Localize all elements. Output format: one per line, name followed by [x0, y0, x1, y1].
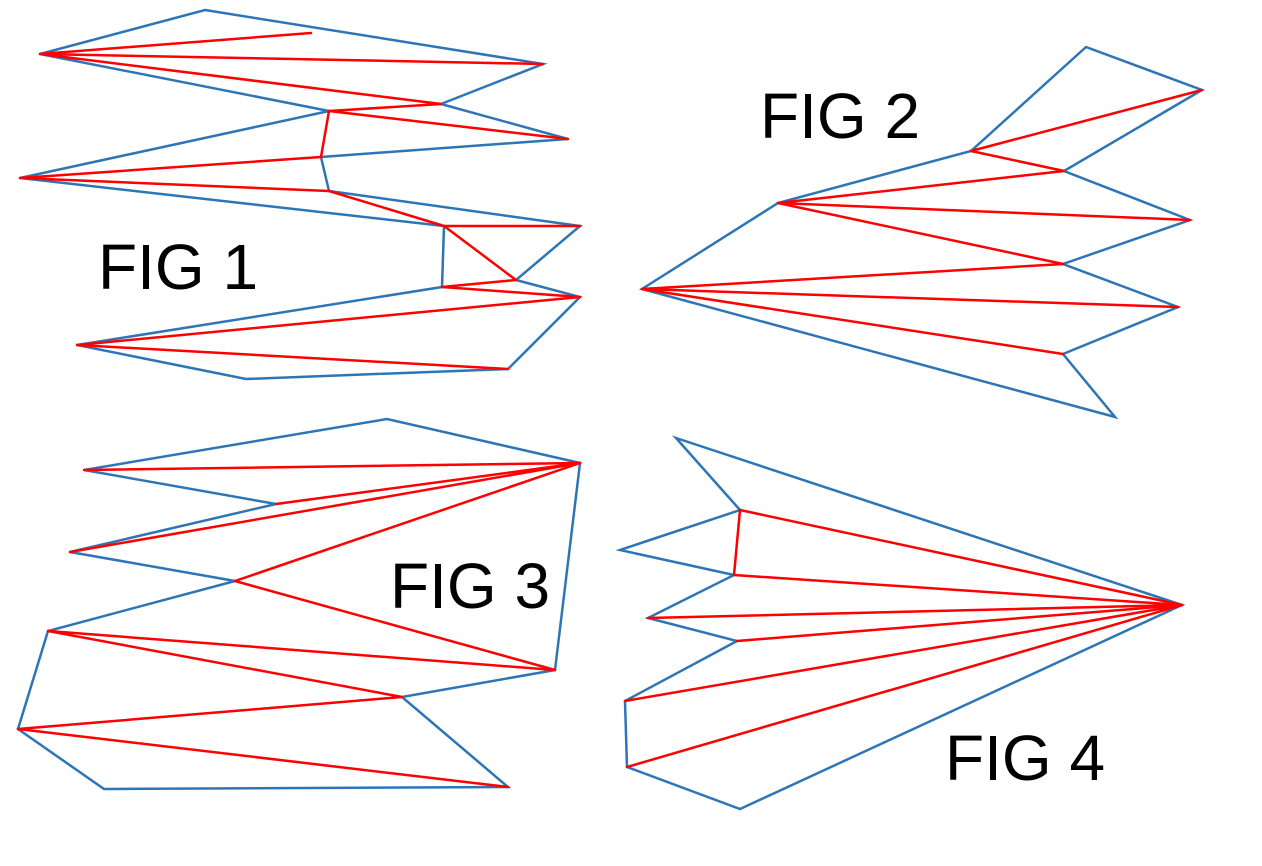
fig4-diagonal	[623, 603, 1184, 703]
fig1-triangulation	[18, 31, 582, 371]
fig3-diagonal	[233, 579, 557, 672]
fig3-diagonal	[16, 695, 404, 731]
fig3-diagonal	[68, 461, 582, 554]
figure-2: FIG 2	[638, 45, 1205, 420]
fig4-label: FIG 4	[945, 722, 1105, 794]
fig2-diagonal	[969, 88, 1204, 153]
fig3-diagonal	[233, 461, 582, 583]
fig1-diagonal	[327, 109, 570, 141]
fig1-diagonal	[18, 176, 331, 193]
fig4-diagonal	[732, 573, 1184, 607]
fig3-diagonal	[16, 727, 510, 789]
fig1-polygon-outline	[19, 8, 583, 381]
fig3-diagonal	[46, 629, 557, 672]
fig1-diagonal	[75, 295, 582, 347]
fig2-diagonal	[640, 287, 1065, 356]
fig1-diagonal	[319, 109, 331, 159]
fig1-diagonal	[327, 102, 443, 113]
fig2-diagonal	[640, 262, 1065, 291]
fig4-diagonal	[735, 603, 1184, 643]
fig1-diagonal	[440, 278, 518, 289]
fig4-diagonal	[646, 603, 1184, 620]
fig2-diagonal	[969, 149, 1066, 173]
fig4-diagonal	[738, 508, 1184, 607]
fig3-diagonal	[274, 461, 582, 506]
fig1-diagonal	[18, 155, 323, 180]
fig1-diagonal	[440, 285, 582, 299]
fig3-label: FIG 3	[390, 550, 550, 622]
fig2-diagonal	[776, 201, 1065, 266]
fig1-diagonal	[327, 189, 446, 228]
fig2-polygon-outline	[638, 45, 1205, 420]
fig3-diagonal	[46, 629, 404, 699]
fig4-triangulation	[623, 508, 1184, 769]
figure-4: FIG 4	[615, 435, 1186, 811]
fig3-diagonal	[82, 461, 582, 472]
fig2-triangulation	[640, 88, 1204, 356]
fig1-diagonal	[38, 52, 545, 66]
fig1-diagonal	[38, 52, 443, 106]
fig4-diagonal	[732, 508, 742, 577]
fig3-triangulation	[16, 461, 582, 789]
fig1-diagonal	[75, 343, 510, 371]
fig1-label: FIG 1	[98, 231, 258, 303]
fig1-diagonal	[442, 224, 518, 282]
fig2-diagonal	[776, 201, 1192, 222]
fig2-diagonal	[776, 169, 1066, 205]
fig2-diagonal	[640, 287, 1180, 309]
fig1-diagonal	[38, 31, 313, 56]
fig4-diagonal	[625, 603, 1184, 769]
fig2-label: FIG 2	[760, 80, 920, 152]
figure-1: FIG 1	[18, 8, 583, 381]
figure-3: FIG 3	[16, 417, 582, 791]
